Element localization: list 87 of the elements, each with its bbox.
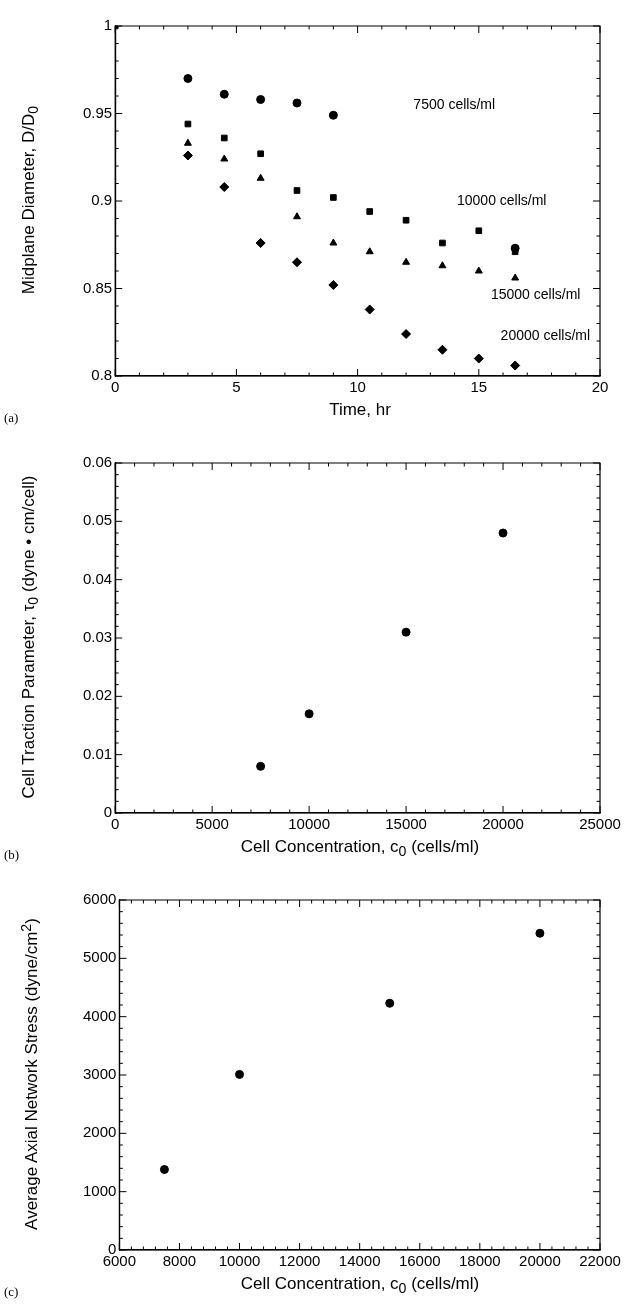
x-tick-label: 15 <box>470 378 488 396</box>
x-tick-label: 20000 <box>519 1252 561 1270</box>
point <box>293 212 301 220</box>
point <box>255 238 266 248</box>
point <box>330 194 337 201</box>
x-tick-label: 5 <box>232 378 241 396</box>
text: (a) <box>4 410 19 426</box>
point <box>159 1165 169 1174</box>
y-tick-label: 0.01 <box>82 744 113 762</box>
point <box>183 138 192 146</box>
x-tick-label: 20000 <box>482 815 524 833</box>
point <box>439 239 446 247</box>
y-tick-label: 0 <box>103 803 113 821</box>
point <box>438 261 447 269</box>
y-tick-label: 3000 <box>82 1065 117 1083</box>
y-tick-label: 0.8 <box>91 366 113 384</box>
point <box>498 528 508 538</box>
point <box>366 208 374 215</box>
x-tick-label: 10 <box>349 378 366 396</box>
point <box>256 173 265 181</box>
point <box>292 98 302 108</box>
y-tick-label: 0.02 <box>82 686 113 704</box>
point <box>220 154 229 162</box>
point <box>401 627 411 637</box>
point <box>401 329 412 339</box>
annotation: 10000 cells/ml <box>456 191 547 208</box>
text: (b) <box>4 847 20 863</box>
annotation: 20000 cells/ml <box>500 326 591 343</box>
y-tick-label: 1000 <box>82 1181 117 1199</box>
point <box>183 74 193 83</box>
y-tick-label: 6000 <box>82 890 117 908</box>
x-axis-title: Cell Concentration, c$_{0}$ (cells/ml) <box>239 1274 481 1297</box>
point <box>385 998 395 1008</box>
y-tick-label: 0.06 <box>82 453 113 471</box>
y-tick-label: 2000 <box>82 1123 117 1141</box>
annotation: 7500 cells/ml <box>413 95 496 112</box>
point <box>256 761 266 771</box>
y-tick-label: 1 <box>103 16 113 34</box>
y-tick-label: 0.85 <box>82 278 113 296</box>
point <box>328 280 339 290</box>
x-axis-title: Time, hr <box>328 400 392 420</box>
x-tick-label: 8000 <box>162 1252 197 1270</box>
x-tick-label: 14000 <box>338 1252 381 1270</box>
y-tick-label: 0.9 <box>91 191 113 209</box>
point <box>219 89 229 99</box>
point <box>293 187 301 194</box>
point <box>402 216 410 224</box>
point <box>511 273 520 281</box>
point <box>257 150 264 158</box>
point <box>474 266 483 274</box>
point <box>402 257 411 265</box>
annotation: 15000 cells/ml <box>490 286 581 303</box>
y-tick-label: 0.05 <box>82 511 113 529</box>
point <box>292 257 302 268</box>
text: (c) <box>4 1284 19 1300</box>
point <box>535 928 545 938</box>
y-tick-label: 0.03 <box>82 628 113 646</box>
x-tick-label: 18000 <box>458 1252 501 1270</box>
point <box>256 95 266 104</box>
x-tick-label: 12000 <box>278 1252 321 1270</box>
x-tick-label: 25000 <box>579 815 621 833</box>
point <box>437 344 448 355</box>
point <box>235 1069 245 1079</box>
point <box>475 227 483 235</box>
x-tick-label: 10000 <box>288 815 330 833</box>
x-tick-label: 22000 <box>579 1252 621 1270</box>
point <box>182 150 193 161</box>
x-tick-label: 16000 <box>398 1252 441 1270</box>
x-tick-label: 20 <box>591 378 609 396</box>
y-tick-label: 0.95 <box>82 103 113 121</box>
y-tick-label: 5000 <box>82 948 117 966</box>
x-tick-label: 10000 <box>218 1252 261 1270</box>
y-tick-label: 4000 <box>82 1006 117 1024</box>
point <box>220 134 228 142</box>
point <box>473 353 484 364</box>
x-tick-label: 5000 <box>195 815 229 833</box>
x-axis-title: Cell Concentration, c$_{0}$ (cells/ml) <box>239 837 481 860</box>
point <box>329 238 338 246</box>
point <box>364 304 375 315</box>
point <box>219 182 230 192</box>
point <box>510 360 521 371</box>
y-tick-label: 0.04 <box>82 569 113 587</box>
point <box>304 709 314 719</box>
x-tick-label: 15000 <box>385 815 427 833</box>
point <box>328 110 338 120</box>
point <box>184 120 192 128</box>
point <box>365 247 374 255</box>
